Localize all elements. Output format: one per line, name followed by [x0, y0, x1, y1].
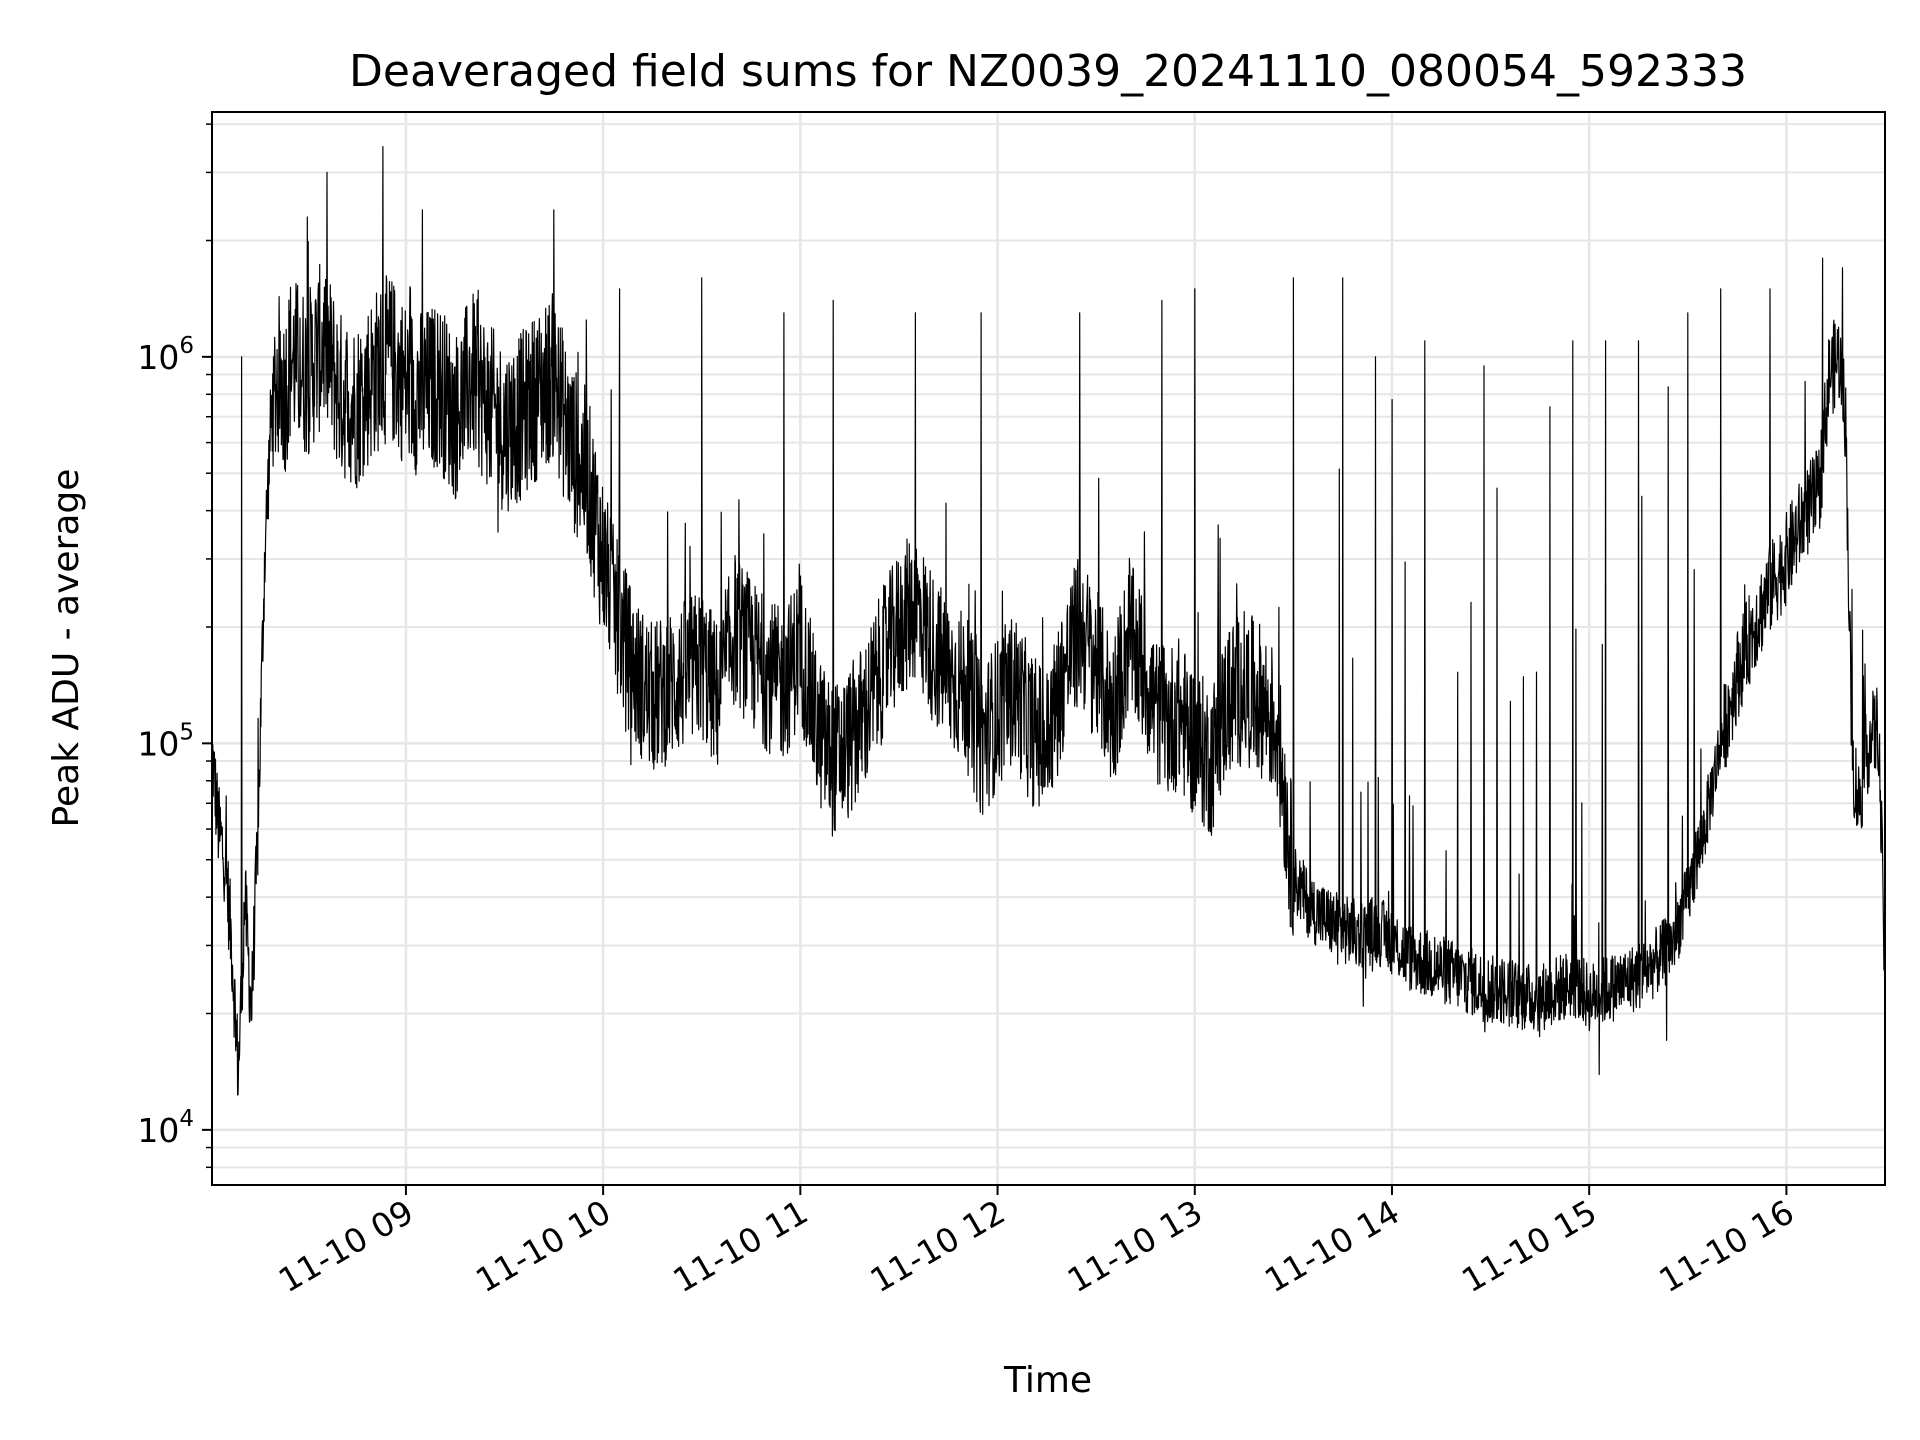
y-tick-label: 105 — [137, 719, 194, 763]
data-series-line — [211, 146, 1886, 1096]
y-tick-label-exponent: 6 — [179, 333, 194, 359]
plot-area — [211, 146, 1886, 1096]
y-tick-label-base: 10 — [137, 338, 179, 377]
y-tick-label-exponent: 4 — [179, 1106, 194, 1132]
y-axis-label: Peak ADU - average — [46, 469, 87, 828]
y-tick-label: 106 — [137, 333, 194, 377]
y-tick-label-base: 10 — [137, 1111, 179, 1150]
chart-title: Deaveraged field sums for NZ0039_2024111… — [349, 46, 1747, 97]
x-axis-label: Time — [1003, 1360, 1092, 1401]
plot-frame — [211, 111, 1886, 1186]
y-tick-label-exponent: 5 — [179, 719, 194, 745]
y-tick-label-base: 10 — [137, 724, 179, 763]
y-tick-label: 104 — [137, 1106, 194, 1150]
